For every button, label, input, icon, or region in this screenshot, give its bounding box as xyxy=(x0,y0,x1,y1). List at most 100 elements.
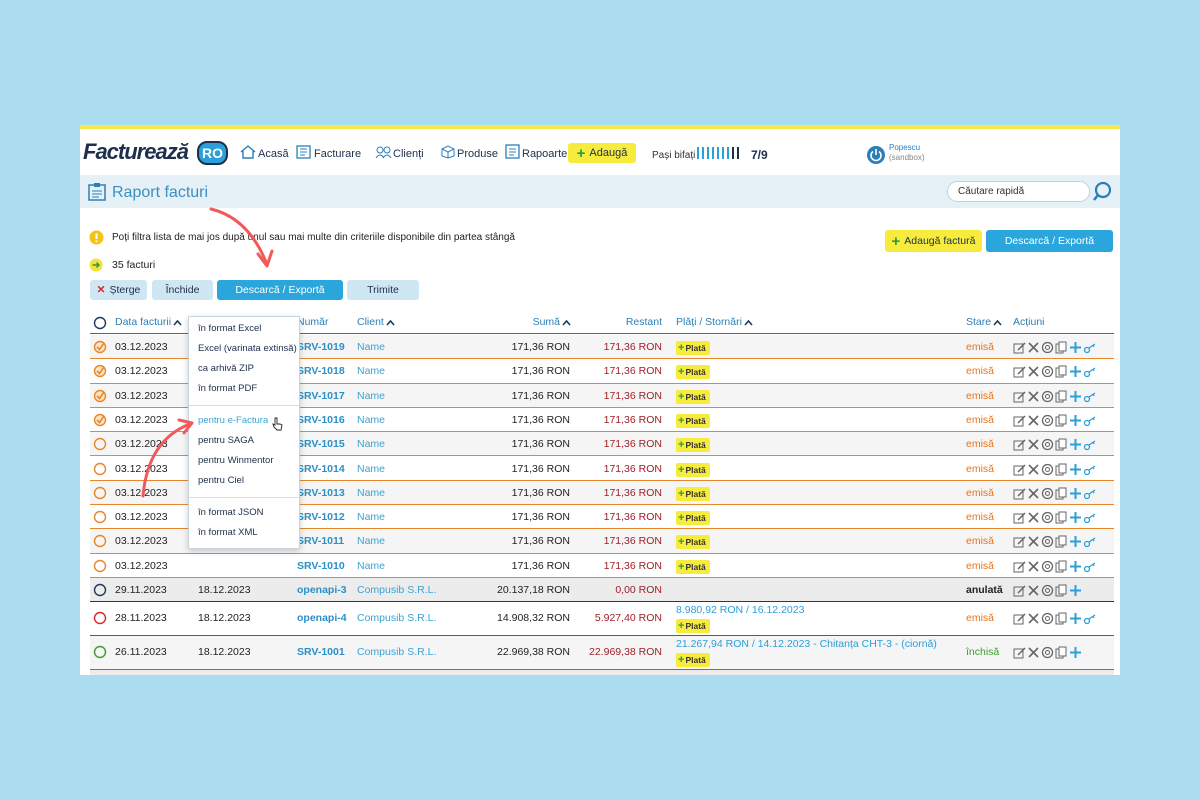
action-icon[interactable] xyxy=(1041,535,1054,548)
column-header[interactable]: Acțiuni xyxy=(1013,316,1045,328)
close-button[interactable]: Închide xyxy=(152,280,213,300)
action-icon[interactable] xyxy=(1055,535,1068,548)
action-icon[interactable] xyxy=(1069,560,1082,573)
dropdown-item[interactable]: în format XML xyxy=(198,527,258,538)
action-icon[interactable] xyxy=(1013,535,1026,548)
action-icon[interactable] xyxy=(1027,535,1040,548)
checkbox[interactable] xyxy=(93,534,107,548)
action-icon[interactable] xyxy=(1069,390,1082,403)
column-header[interactable]: Restant xyxy=(625,316,662,328)
action-icon[interactable] xyxy=(1055,390,1068,403)
action-icon[interactable] xyxy=(1083,365,1096,378)
action-icon[interactable] xyxy=(1055,487,1068,500)
action-icon[interactable] xyxy=(1083,535,1096,548)
checkbox-checked[interactable] xyxy=(93,413,107,427)
action-icon[interactable] xyxy=(1055,612,1068,625)
pay-button[interactable]: +Plată xyxy=(676,365,710,380)
action-icon[interactable] xyxy=(1041,390,1054,403)
action-icon[interactable] xyxy=(1013,463,1026,476)
checkbox-checked[interactable] xyxy=(93,340,107,354)
nav-item[interactable]: Acasă xyxy=(258,148,289,160)
action-icon[interactable] xyxy=(1027,414,1040,427)
client-name[interactable]: Name xyxy=(357,559,386,572)
action-icon[interactable] xyxy=(1069,487,1082,500)
dropdown-item[interactable]: ca arhivă ZIP xyxy=(198,363,254,374)
action-icon[interactable] xyxy=(1041,612,1054,625)
action-icon[interactable] xyxy=(1027,341,1040,354)
action-icon[interactable] xyxy=(1069,511,1082,524)
add-menu-button[interactable]: + Adaugă xyxy=(568,143,636,163)
pay-button[interactable]: +Plată xyxy=(676,341,710,355)
invoice-number[interactable]: SRV-1018 xyxy=(297,365,345,378)
action-icon[interactable] xyxy=(1041,438,1054,451)
client-name[interactable]: Compusib S.R.L. xyxy=(357,584,437,596)
action-icon[interactable] xyxy=(1069,438,1082,451)
pay-button[interactable]: +Plată xyxy=(676,413,710,428)
user-icon[interactable] xyxy=(866,145,886,165)
action-icon[interactable] xyxy=(1069,365,1082,378)
column-header[interactable]: Număr xyxy=(297,316,329,328)
nav-item[interactable]: Rapoarte xyxy=(522,148,568,160)
checkbox[interactable] xyxy=(93,611,107,625)
action-icon[interactable] xyxy=(1027,365,1040,378)
invoice-number[interactable]: SRV-1012 xyxy=(297,511,345,524)
checkbox[interactable] xyxy=(93,486,107,500)
action-icon[interactable] xyxy=(1055,341,1068,354)
action-icon[interactable] xyxy=(1083,438,1096,451)
dropdown-item[interactable]: pentru e-Factura xyxy=(198,415,269,426)
action-icon[interactable] xyxy=(1027,584,1040,597)
nav-item[interactable]: Clienți xyxy=(393,148,424,160)
search-input[interactable]: Căutare rapidă xyxy=(947,181,1090,202)
checkbox[interactable] xyxy=(93,437,107,451)
column-header[interactable]: Stare xyxy=(966,316,992,328)
action-icon[interactable] xyxy=(1013,511,1026,524)
action-icon[interactable] xyxy=(1013,390,1026,403)
payment-info[interactable]: 21.267,94 RON / 14.12.2023 - Chitanța CH… xyxy=(676,638,937,651)
action-icon[interactable] xyxy=(1041,414,1054,427)
action-icon[interactable] xyxy=(1083,463,1096,476)
column-header[interactable]: Plăți / Stornări xyxy=(676,316,742,328)
action-icon[interactable] xyxy=(1013,438,1026,451)
invoice-number[interactable]: SRV-1016 xyxy=(297,413,345,426)
dropdown-item[interactable]: Excel (varinata extinsă) xyxy=(198,343,297,354)
action-icon[interactable] xyxy=(1027,438,1040,451)
column-header[interactable]: Data facturii xyxy=(115,316,172,328)
dropdown-item[interactable]: în format JSON xyxy=(198,507,264,518)
checkbox-checked[interactable] xyxy=(93,364,107,378)
action-icon[interactable] xyxy=(1069,584,1082,597)
payment-info[interactable]: 8.980,92 RON / 16.12.2023 xyxy=(676,604,805,617)
column-header[interactable]: Sumă xyxy=(532,316,560,328)
invoice-number[interactable]: SRV-1015 xyxy=(297,438,345,451)
dropdown-item[interactable]: în format PDF xyxy=(198,383,258,394)
invoice-number[interactable]: SRV-1014 xyxy=(297,462,345,475)
client-name[interactable]: Name xyxy=(357,486,386,499)
pay-button[interactable]: +Plată xyxy=(676,486,710,501)
checkbox[interactable] xyxy=(93,583,107,597)
action-icon[interactable] xyxy=(1041,487,1054,500)
dropdown-item[interactable]: pentru Winmentor xyxy=(198,455,274,466)
export-button[interactable]: Descarcă / Exportă xyxy=(986,230,1113,252)
dropdown-item[interactable]: în format Excel xyxy=(198,323,262,334)
checkbox[interactable] xyxy=(93,510,107,524)
dropdown-item[interactable]: pentru Ciel xyxy=(198,475,244,486)
action-icon[interactable] xyxy=(1041,584,1054,597)
action-icon[interactable] xyxy=(1013,414,1026,427)
export-button[interactable]: Descarcă / Exportă xyxy=(217,280,343,300)
search-button[interactable] xyxy=(1092,181,1114,203)
logo[interactable]: Facturează xyxy=(83,139,189,164)
checkbox-checked[interactable] xyxy=(93,389,107,403)
invoice-number[interactable]: SRV-1001 xyxy=(297,646,345,659)
checkbox[interactable] xyxy=(93,462,107,476)
action-icon[interactable] xyxy=(1013,341,1026,354)
checkbox[interactable] xyxy=(93,559,107,573)
client-name[interactable]: Name xyxy=(357,365,386,378)
action-icon[interactable] xyxy=(1055,414,1068,427)
client-name[interactable]: Compusib S.R.L. xyxy=(357,646,437,659)
column-header[interactable]: Client xyxy=(357,316,384,328)
action-icon[interactable] xyxy=(1083,341,1096,354)
action-icon[interactable] xyxy=(1027,560,1040,573)
action-icon[interactable] xyxy=(1083,612,1096,625)
delete-button[interactable]: ✕ Șterge xyxy=(90,280,147,300)
client-name[interactable]: Compusib S.R.L. xyxy=(357,612,437,625)
nav-item[interactable]: Produse xyxy=(457,148,498,160)
